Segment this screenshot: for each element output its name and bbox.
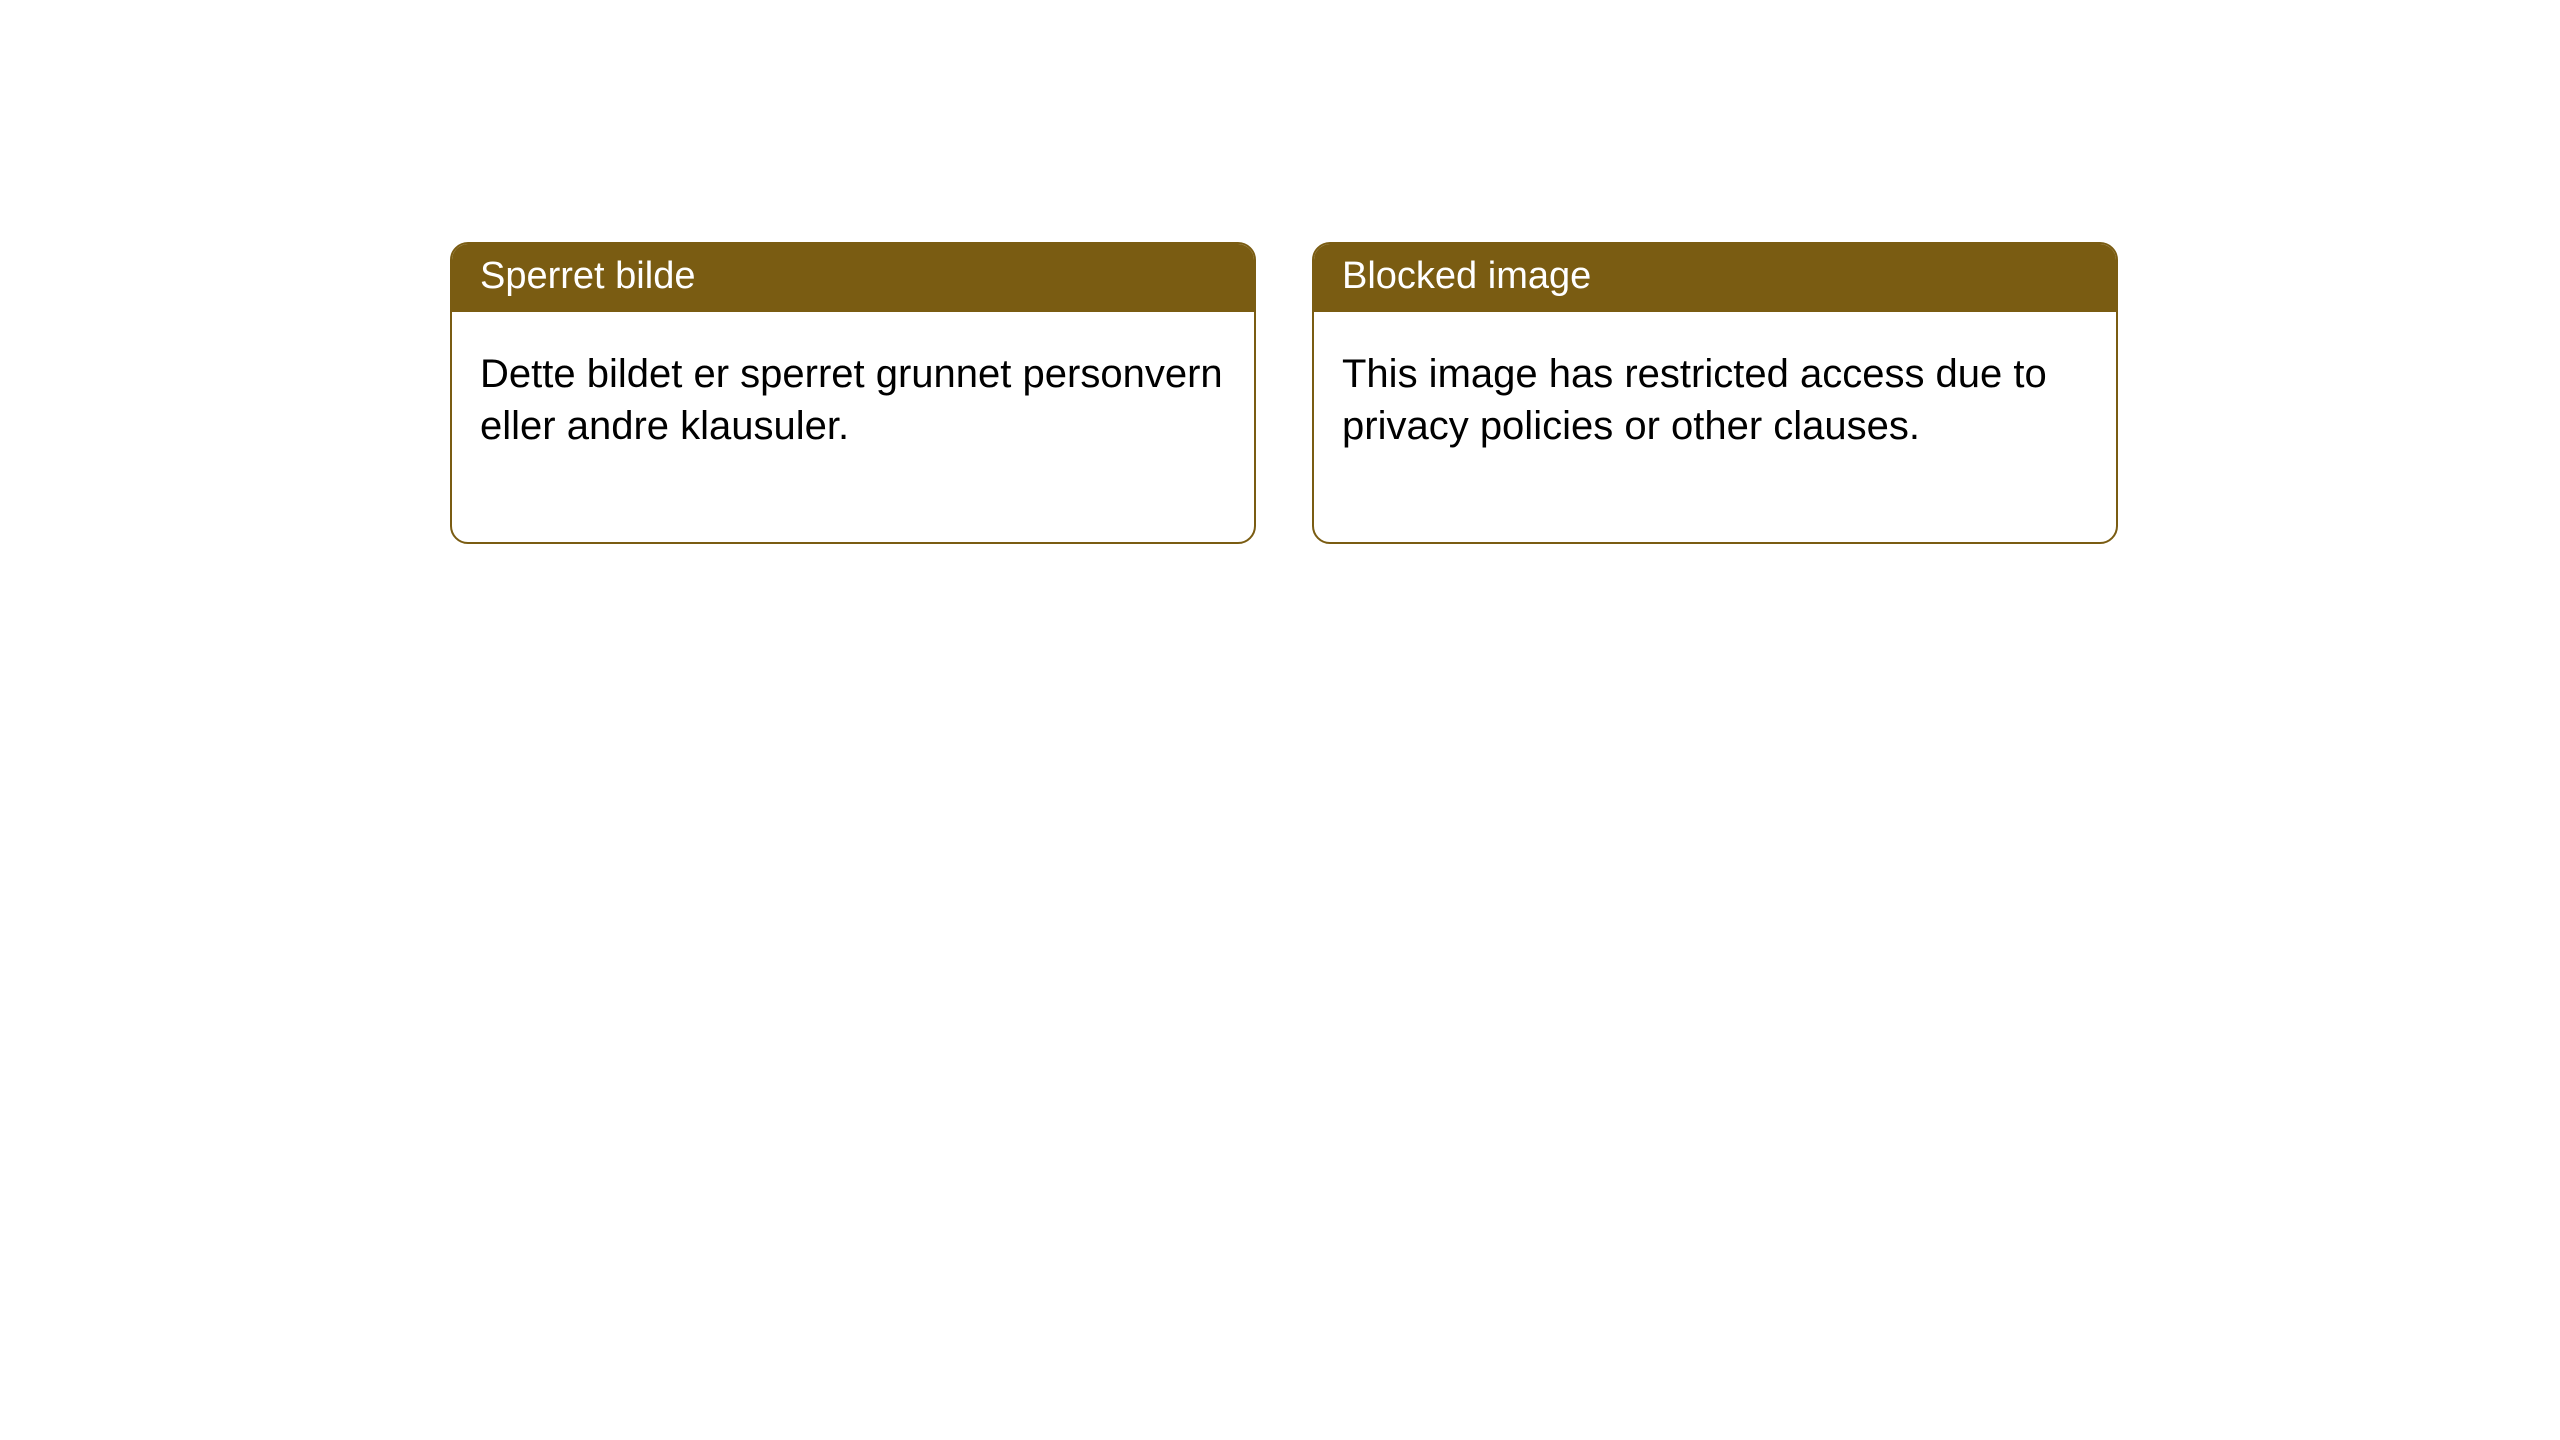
card-header: Sperret bilde	[452, 244, 1254, 312]
blocked-image-card-en: Blocked image This image has restricted …	[1312, 242, 2118, 544]
card-body: This image has restricted access due to …	[1314, 312, 2116, 542]
blocked-image-card-no: Sperret bilde Dette bildet er sperret gr…	[450, 242, 1256, 544]
card-body: Dette bildet er sperret grunnet personve…	[452, 312, 1254, 542]
cards-container: Sperret bilde Dette bildet er sperret gr…	[0, 0, 2560, 544]
card-header: Blocked image	[1314, 244, 2116, 312]
